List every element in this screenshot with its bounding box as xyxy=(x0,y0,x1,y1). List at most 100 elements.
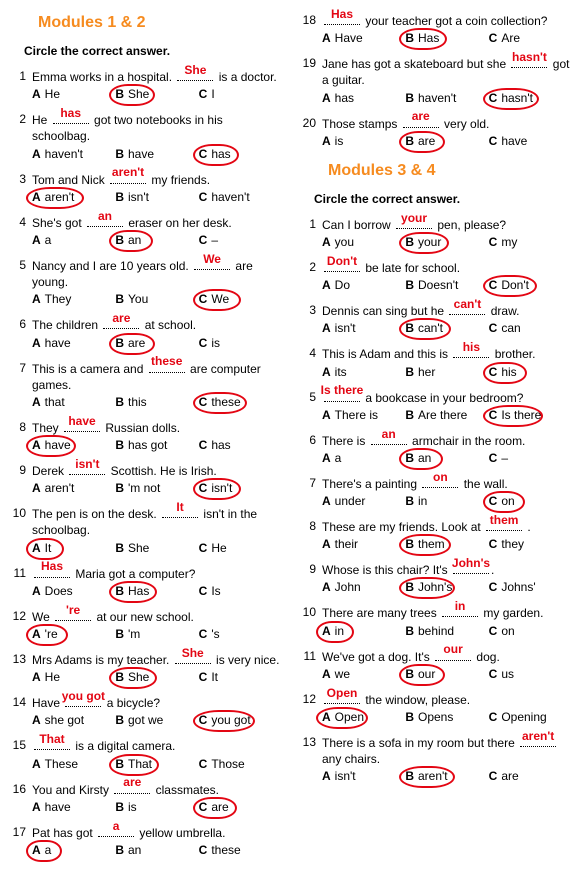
option-letter: A xyxy=(322,278,331,292)
options-row: AthatBthisCthese xyxy=(32,395,282,409)
question: 2Don't be late for school.ADoBDoesn'tCDo… xyxy=(300,259,572,292)
blank: We xyxy=(194,257,230,270)
blank: She xyxy=(175,651,211,664)
option-letter: B xyxy=(115,670,124,684)
option-letter: A xyxy=(322,580,331,594)
question-number: 3 xyxy=(300,302,316,318)
option-c: CDon't xyxy=(489,278,572,292)
option-b: BShe xyxy=(115,541,198,555)
option-b: Bis xyxy=(115,800,198,814)
question-number: 13 xyxy=(300,734,316,750)
sentence-pre: They xyxy=(32,421,62,435)
sentence-post: any chairs. xyxy=(322,752,380,766)
blank: your xyxy=(396,216,432,229)
option-text: can't xyxy=(418,321,443,335)
option-letter: C xyxy=(199,233,208,247)
question-sentence: Mrs Adams is my teacher. She is very nic… xyxy=(32,651,282,668)
option-c: C's xyxy=(199,627,282,641)
question: 8These are my friends. Look at them .Ath… xyxy=(300,518,572,551)
option-b: B'm xyxy=(115,627,198,641)
option-c: CJohns' xyxy=(489,580,572,594)
blank: an xyxy=(87,214,123,227)
question: 6There is an armchair in the room.AaBanC… xyxy=(300,432,572,465)
option-letter: B xyxy=(115,190,124,204)
option-text: aren't xyxy=(45,481,75,495)
option-letter: C xyxy=(489,408,498,422)
option-c: Chave xyxy=(489,134,572,148)
option-a: A John xyxy=(322,580,405,594)
option-text: hasn't xyxy=(501,91,533,105)
sentence-pre: There are many trees xyxy=(322,606,440,620)
option-letter: B xyxy=(115,147,124,161)
answer-text: them xyxy=(490,512,519,528)
option-b: Bhas got xyxy=(115,438,198,452)
sentence-pre: Dennis can sing but he xyxy=(322,304,447,318)
question: 3Tom and Nick aren't my friends.Aaren'tB… xyxy=(10,171,282,204)
option-text: Are there xyxy=(418,408,467,422)
option-b: Bour xyxy=(405,667,488,681)
option-text: her xyxy=(418,365,435,379)
sentence-pre: Tom and Nick xyxy=(32,173,108,187)
blank: our xyxy=(435,648,471,661)
option-letter: B xyxy=(405,134,414,148)
blank: are xyxy=(114,781,150,794)
option-letter: C xyxy=(199,757,208,771)
question-sentence: The children are at school. xyxy=(32,316,282,333)
blank: in xyxy=(442,604,478,617)
option-b: Bin xyxy=(405,494,488,508)
option-a: AThese xyxy=(32,757,115,771)
option-text: isn't xyxy=(335,321,356,335)
option-text: are xyxy=(418,134,435,148)
option-text: on xyxy=(501,624,514,638)
option-c: CThose xyxy=(199,757,282,771)
question-sentence: Open the window, please. xyxy=(322,691,572,708)
option-letter: A xyxy=(322,494,331,508)
option-a: Ashe got xyxy=(32,713,115,727)
option-a: Aaren't xyxy=(32,190,115,204)
option-text: these xyxy=(211,395,240,409)
question-number: 12 xyxy=(300,691,316,707)
question-sentence: There is an armchair in the room. xyxy=(322,432,572,449)
sentence-pre: This is a camera and xyxy=(32,362,147,376)
question-number: 9 xyxy=(10,462,26,478)
question: 12We 're at our new school.A'reB'mC's xyxy=(10,608,282,641)
option-letter: A xyxy=(322,365,331,379)
option-letter: B xyxy=(405,624,414,638)
option-b: Bgot we xyxy=(115,713,198,727)
sentence-pre: Jane has got a skateboard but she xyxy=(322,57,509,71)
sentence-post: be late for school. xyxy=(362,261,460,275)
option-letter: B xyxy=(115,292,124,306)
option-c: COpening xyxy=(489,710,572,724)
option-b: BThat xyxy=(115,757,198,771)
option-text: Does xyxy=(45,584,73,598)
option-text: Has xyxy=(418,31,439,45)
option-letter: C xyxy=(199,713,208,727)
question-sentence: This is Adam and this is his brother. xyxy=(322,345,572,362)
option-text: haven't xyxy=(418,91,456,105)
option-b: Bisn't xyxy=(115,190,198,204)
blank: It xyxy=(162,505,198,518)
answer-text: aren't xyxy=(522,728,554,744)
sentence-post: at our new school. xyxy=(93,610,194,624)
option-c: Chas xyxy=(199,147,282,161)
option-b: Baren't xyxy=(405,769,488,783)
option-b: BOpens xyxy=(405,710,488,724)
blank: Has xyxy=(34,565,70,578)
question-number: 15 xyxy=(10,737,26,753)
options-row: Ashe gotBgot weCyou got xyxy=(32,713,282,727)
options-row: AtheirBthemCthey xyxy=(322,537,572,551)
question-number: 3 xyxy=(10,171,26,187)
option-a: Aisn't xyxy=(322,321,405,335)
sentence-pre: There is xyxy=(322,434,369,448)
option-text: John xyxy=(335,580,361,594)
option-b: Bbehind xyxy=(405,624,488,638)
blank: Is there xyxy=(324,389,360,402)
option-text: She xyxy=(128,670,149,684)
blank: them xyxy=(486,518,522,531)
option-c: CIt xyxy=(199,670,282,684)
question-sentence: There's a painting on the wall. xyxy=(322,475,572,492)
option-letter: C xyxy=(489,278,498,292)
answer-text: It xyxy=(176,499,183,515)
option-text: is xyxy=(211,336,220,350)
option-text: have xyxy=(45,336,71,350)
